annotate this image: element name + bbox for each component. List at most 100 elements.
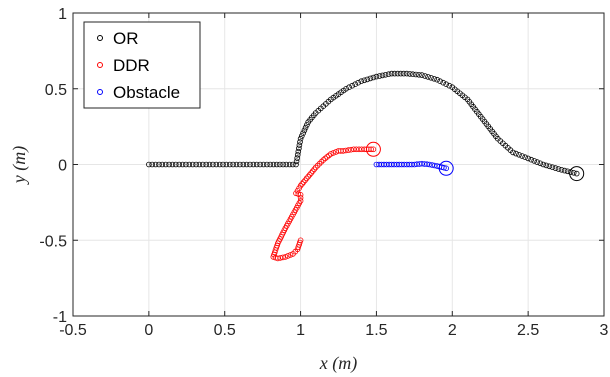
data-point bbox=[345, 147, 352, 153]
data-point bbox=[227, 161, 233, 168]
data-point bbox=[355, 79, 362, 86]
data-point bbox=[528, 156, 534, 163]
data-point bbox=[247, 161, 253, 168]
data-point bbox=[561, 167, 568, 174]
data-point bbox=[522, 154, 528, 161]
data-point bbox=[295, 148, 302, 155]
data-point bbox=[348, 146, 354, 153]
data-point bbox=[391, 70, 398, 77]
data-point bbox=[297, 198, 304, 204]
data-point bbox=[260, 161, 267, 168]
data-point bbox=[349, 82, 356, 89]
data-point bbox=[300, 179, 307, 185]
x-tick-label: 2 bbox=[448, 322, 457, 339]
end-point bbox=[438, 160, 454, 176]
data-point bbox=[340, 148, 346, 154]
y-tick-label: -0.5 bbox=[39, 233, 67, 250]
data-point bbox=[200, 161, 206, 168]
data-point bbox=[283, 161, 290, 168]
data-point bbox=[173, 161, 179, 168]
data-point bbox=[443, 81, 450, 87]
data-point bbox=[437, 78, 443, 84]
x-axis-label: x (m) bbox=[319, 353, 357, 374]
data-point bbox=[250, 161, 257, 168]
data-point bbox=[303, 175, 310, 182]
data-point bbox=[328, 151, 334, 157]
legend-label-ddr: DDR bbox=[113, 56, 150, 75]
data-point bbox=[301, 127, 308, 134]
data-point bbox=[308, 170, 315, 176]
data-point bbox=[296, 142, 303, 149]
legend-marker-or bbox=[97, 35, 103, 41]
data-point bbox=[537, 160, 544, 167]
data-point bbox=[318, 159, 325, 165]
data-point bbox=[240, 161, 247, 168]
data-point bbox=[299, 181, 305, 187]
data-point bbox=[253, 161, 260, 168]
data-point bbox=[367, 75, 374, 82]
series-obstacle bbox=[373, 160, 454, 176]
data-point bbox=[304, 122, 310, 128]
data-point bbox=[186, 161, 193, 168]
data-point bbox=[346, 84, 352, 90]
data-point bbox=[162, 161, 169, 168]
legend-item-ddr: DDR bbox=[97, 56, 150, 75]
data-point bbox=[397, 70, 404, 77]
data-point bbox=[270, 161, 277, 168]
data-point bbox=[570, 170, 577, 176]
series-ddr bbox=[270, 141, 381, 262]
data-point bbox=[189, 161, 196, 168]
data-point bbox=[534, 159, 540, 165]
data-point bbox=[297, 139, 303, 145]
data-point bbox=[305, 173, 312, 180]
axis-ticks: -0.5 0 0.5 1 1.5 2 2.5 3-1-0.500.51 bbox=[39, 6, 608, 339]
data-point bbox=[216, 161, 223, 168]
data-point bbox=[230, 161, 236, 168]
data-point bbox=[343, 86, 349, 92]
data-point bbox=[446, 82, 453, 89]
data-point bbox=[312, 164, 319, 171]
data-point bbox=[237, 161, 243, 168]
data-point bbox=[516, 152, 522, 158]
data-point bbox=[149, 161, 156, 168]
data-point bbox=[289, 161, 296, 168]
data-point bbox=[179, 161, 186, 168]
y-axis-label: y (m) bbox=[9, 146, 30, 185]
data-point bbox=[156, 161, 162, 168]
data-point bbox=[294, 155, 301, 161]
data-point bbox=[297, 182, 304, 189]
data-point bbox=[193, 161, 199, 168]
data-point bbox=[400, 70, 407, 77]
data-point bbox=[273, 161, 280, 168]
data-point bbox=[376, 73, 383, 79]
legend-item-or: OR bbox=[97, 29, 139, 48]
data-point bbox=[146, 161, 152, 168]
legend-item-obstacle: Obstacle bbox=[97, 83, 180, 102]
data-point bbox=[368, 146, 374, 153]
data-point bbox=[422, 73, 428, 79]
data-point bbox=[424, 161, 430, 168]
data-point bbox=[555, 166, 562, 172]
data-point bbox=[293, 158, 300, 165]
data-point bbox=[257, 161, 263, 168]
data-point bbox=[403, 70, 410, 77]
data-point bbox=[233, 161, 240, 168]
data-point bbox=[373, 73, 380, 80]
data-point bbox=[294, 152, 301, 158]
series-or bbox=[146, 70, 585, 182]
series-layer bbox=[146, 70, 585, 262]
data-point bbox=[280, 161, 286, 168]
legend-marker-obstacle bbox=[97, 89, 103, 95]
data-point bbox=[416, 72, 422, 78]
data-point bbox=[379, 72, 386, 79]
data-point bbox=[298, 133, 305, 139]
y-tick-label: 1 bbox=[58, 6, 67, 23]
data-point bbox=[297, 135, 304, 142]
data-point bbox=[287, 252, 294, 258]
data-point bbox=[558, 167, 565, 173]
x-tick-label: 0.5 bbox=[214, 322, 236, 339]
data-point bbox=[290, 251, 296, 257]
data-point bbox=[169, 161, 176, 168]
data-point bbox=[525, 155, 531, 162]
